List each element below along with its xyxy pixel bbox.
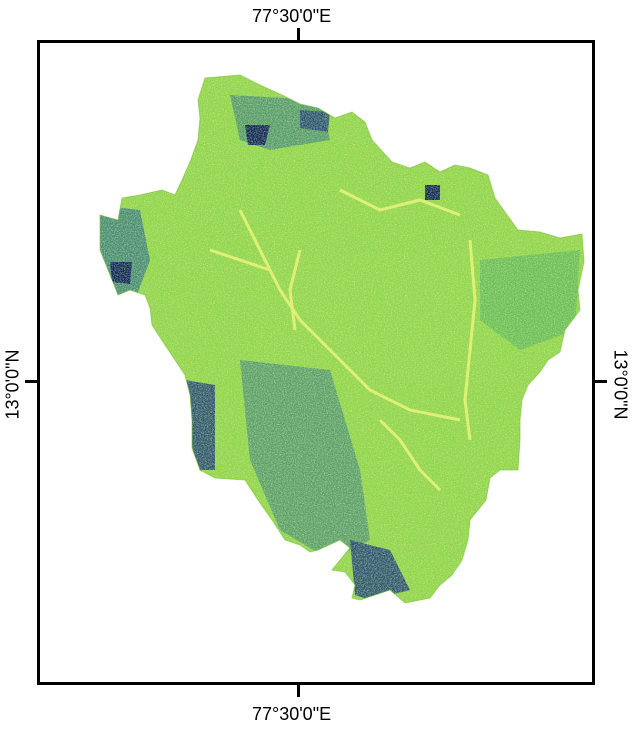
right-latitude-label: 13°0'0"N: [610, 349, 631, 420]
left-latitude-label: 13°0'0"N: [2, 349, 23, 420]
top-tick: [297, 28, 300, 40]
left-tick: [25, 380, 37, 383]
bottom-longitude-label: 77°30'0"E: [252, 704, 332, 724]
map-frame: [37, 40, 595, 685]
top-longitude-label: 77°30'0"E: [252, 6, 332, 26]
bottom-tick: [297, 685, 300, 697]
right-tick: [595, 380, 607, 383]
